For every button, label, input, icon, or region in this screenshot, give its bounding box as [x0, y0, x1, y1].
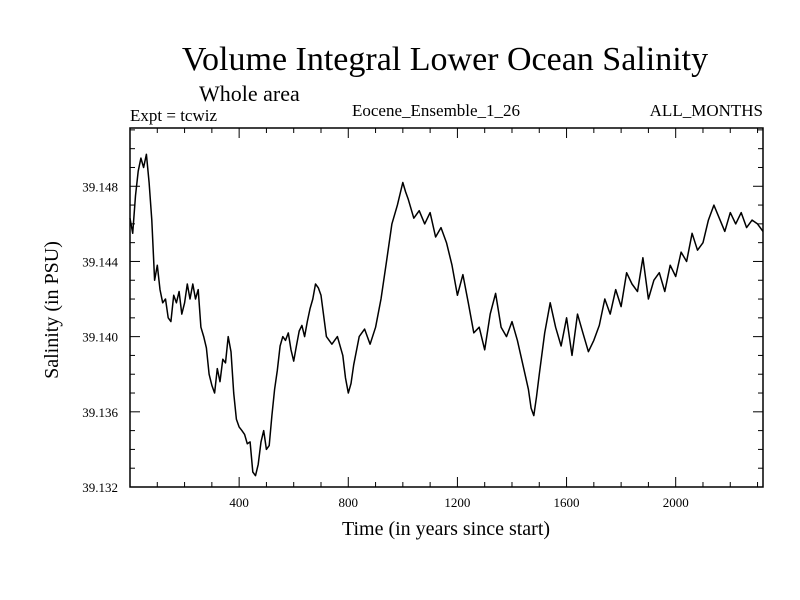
y-tick-label: 39.140	[82, 330, 118, 345]
chart-subtitle: Whole area	[199, 81, 300, 106]
months-label: ALL_MONTHS	[650, 101, 763, 120]
y-axis-label: Salinity (in PSU)	[41, 241, 63, 379]
y-tick-label: 39.136	[82, 405, 118, 420]
x-tick-label: 800	[339, 495, 359, 510]
y-tick-label: 39.144	[82, 254, 118, 269]
plot-frame	[129, 127, 764, 488]
tick-labels: 400 800 1200 1600 2000 39.132 39.136 39.140 39.1…	[82, 179, 688, 510]
x-tick-label: 2000	[663, 495, 689, 510]
y-tick-label: 39.132	[82, 480, 118, 495]
x-tick-label: 400	[229, 495, 249, 510]
y-tick-label: 39.148	[82, 179, 118, 194]
experiment-label: Expt = tcwiz	[130, 106, 217, 125]
chart-title: Volume Integral Lower Ocean Salinity	[182, 41, 708, 78]
x-axis-label: Time (in years since start)	[342, 518, 550, 540]
ensemble-label: Eocene_Ensemble_1_26	[352, 101, 520, 120]
x-tick-label: 1600	[554, 495, 580, 510]
series-line	[129, 153, 764, 477]
x-tick-label: 1200	[444, 495, 470, 510]
axis-ticks	[130, 128, 763, 487]
